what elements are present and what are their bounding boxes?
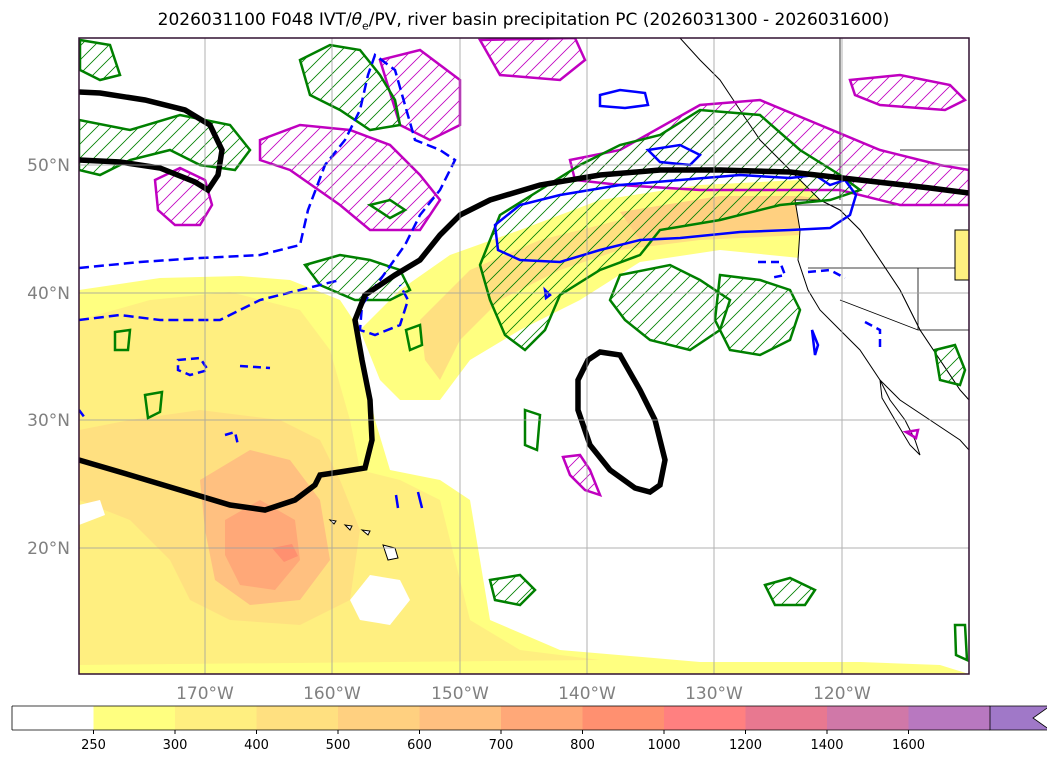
colorbar-segment (501, 706, 583, 730)
colorbar-segment (12, 706, 94, 730)
title-theta: θ (351, 10, 362, 30)
land-north-america (679, 38, 969, 456)
colorbar-tick-label: 700 (489, 738, 514, 753)
lat-label-30: 30°N (27, 411, 70, 431)
title-theta-sub: e (362, 19, 369, 33)
colorbar-tick-label: 1400 (810, 738, 843, 753)
colorbar-tick-label: 250 (81, 738, 106, 753)
colorbar-tick-label: 1600 (892, 738, 925, 753)
pv-contour-7 (561, 453, 603, 498)
blue-solid-2 (598, 88, 650, 110)
colorbar-segment (93, 706, 176, 730)
colorbar-segment (745, 706, 828, 730)
green-contour-12 (113, 328, 132, 352)
colorbar-segment (664, 706, 746, 730)
colorbar-segment (908, 706, 991, 730)
title-prefix: 2026031100 F048 IVT/ (157, 10, 352, 30)
lon-label-160w: 160°W (303, 684, 361, 704)
black-contours (79, 89, 969, 513)
blue-dashed-3 (176, 356, 271, 377)
land-baja (879, 379, 921, 456)
ivt-gap-3 (350, 575, 410, 625)
lon-label-130w: 130°W (685, 684, 743, 704)
blue-dashed-4 (224, 260, 882, 446)
map-content (79, 38, 969, 674)
black-contour-main (79, 167, 969, 513)
colorbar-tick-label: 1200 (729, 738, 762, 753)
lon-label-120w: 120°W (813, 684, 871, 704)
lat-label-50: 50°N (27, 156, 70, 176)
map-frame (78, 37, 970, 675)
colorbar-segment (175, 706, 257, 730)
blue-solid-3 (645, 143, 703, 167)
lat-labels: 50°N 40°N 30°N 20°N (27, 156, 70, 559)
gridlines (79, 38, 969, 674)
ivt-gap-1 (490, 290, 969, 650)
colorbar-tick-label: 1000 (647, 738, 680, 753)
colorbar-tick-label: 800 (570, 738, 595, 753)
colorbar-tick-label: 300 (163, 738, 188, 753)
green-contour-7 (713, 273, 802, 357)
green-contour-8 (933, 343, 967, 387)
colorbar: 250 300 400 500 600 700 800 1000 1200 1400 1600 (11, 705, 1047, 753)
pv-contour-5 (848, 73, 968, 112)
ivt-core-3 (225, 500, 300, 590)
map-title: 2026031100 F048 IVT/θe/PV, river basin p… (0, 10, 1047, 32)
colorbar-tick-label: 500 (326, 738, 351, 753)
colorbar-segment (338, 706, 420, 730)
blue-solid-4 (810, 329, 820, 356)
blue-dashed-2 (79, 278, 341, 322)
green-contour-15 (953, 623, 969, 662)
colorbar-segment (827, 706, 909, 730)
river-basin-box (954, 229, 969, 281)
colorbar-tick-label: 600 (407, 738, 432, 753)
state-border-1 (795, 204, 969, 331)
colorbar-extend-arrow (989, 705, 1047, 731)
lon-label-140w: 140°W (558, 684, 616, 704)
green-contour-16 (404, 323, 424, 352)
colorbar-segment (256, 706, 339, 730)
green-contour-10 (763, 576, 817, 607)
colorbar-segment (419, 706, 502, 730)
green-contour-14 (366, 198, 408, 220)
green-contour-2 (298, 43, 402, 132)
black-contour-oval (575, 349, 668, 495)
land-west-coast (794, 199, 969, 451)
colorbar-tick-label: 400 (244, 738, 269, 753)
green-contour-13 (143, 390, 164, 420)
lon-label-150w: 150°W (431, 684, 489, 704)
blue-solid-1 (493, 173, 858, 264)
green-contour-3 (79, 38, 122, 82)
pv-contour-8 (902, 428, 920, 440)
title-suffix: /PV, river basin precipitation PC (20260… (368, 10, 890, 30)
lat-label-20: 20°N (27, 539, 70, 559)
lon-labels: 170°W 160°W 150°W 140°W 130°W 120°W (176, 684, 871, 704)
ivt-gap-2 (79, 500, 105, 525)
blue-dashed-1 (79, 52, 457, 337)
lat-label-40: 40°N (27, 284, 70, 304)
green-contour-6 (608, 263, 732, 352)
blue-dashed-5 (79, 409, 86, 419)
colorbar-segment (582, 706, 665, 730)
lon-label-170w: 170°W (176, 684, 234, 704)
green-contour-9 (488, 573, 537, 607)
black-contour-north (79, 89, 225, 194)
green-contour-11 (523, 408, 542, 452)
